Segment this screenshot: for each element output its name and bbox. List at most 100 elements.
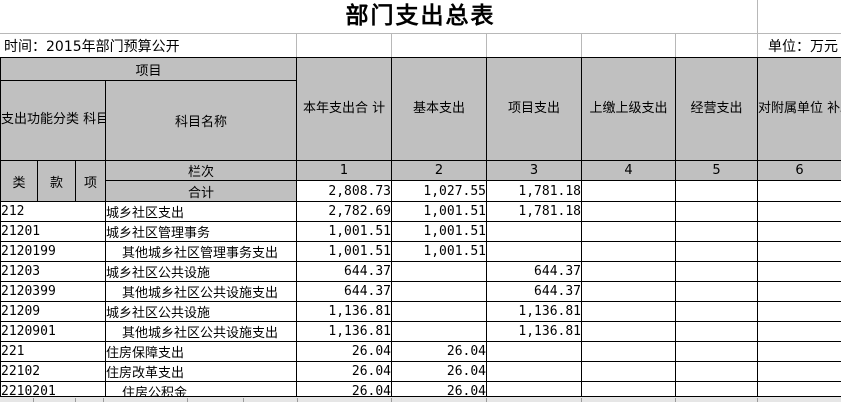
row-value bbox=[675, 221, 759, 242]
row-value: 644.37 bbox=[486, 261, 583, 282]
row-name: 其他城乡社区公共设施支出 bbox=[104, 281, 298, 302]
total-row: 合计 2,808.73 1,027.55 1,781.18 bbox=[1, 180, 841, 202]
row-value bbox=[757, 321, 841, 342]
row-value: 644.37 bbox=[296, 261, 393, 282]
row-value bbox=[581, 241, 677, 262]
gridline bbox=[243, 398, 244, 402]
header-colnum-2: 2 bbox=[391, 160, 488, 181]
row-value bbox=[486, 341, 583, 362]
total-value: 2,808.73 bbox=[296, 180, 393, 202]
row-code: 221 bbox=[0, 341, 106, 362]
row-value: 2,782.69 bbox=[296, 201, 393, 222]
header-colnum-6: 6 bbox=[757, 160, 841, 181]
row-code: 2120399 bbox=[0, 281, 106, 302]
row-value: 1,001.51 bbox=[391, 241, 488, 262]
page-title: 部门支出总表 bbox=[345, 3, 496, 29]
table-row: 221 住房保障支出 26.04 26.04 bbox=[0, 341, 841, 362]
row-value bbox=[581, 201, 677, 222]
row-value bbox=[757, 281, 841, 302]
gridline bbox=[486, 398, 487, 402]
row-value bbox=[675, 301, 759, 322]
row-name: 城乡社区公共设施 bbox=[104, 261, 298, 282]
header-subject-name: 科目名称 bbox=[104, 80, 298, 161]
gridline bbox=[675, 34, 676, 57]
row-value bbox=[581, 341, 677, 362]
header-lanci: 栏次 bbox=[104, 160, 298, 181]
header-row-main: 支出功能分类 科目编码 科目名称 bbox=[0, 80, 841, 161]
meta-row: 时间：2015年部门预算公开 单位：万元 bbox=[0, 34, 841, 57]
row-value bbox=[486, 221, 583, 242]
table-row: 2120399 其他城乡社区公共设施支出 644.37 644.37 bbox=[0, 281, 841, 302]
row-code: 22102 bbox=[0, 361, 106, 382]
total-value bbox=[757, 180, 841, 202]
gridline bbox=[675, 398, 676, 402]
total-value bbox=[675, 180, 759, 202]
row-value bbox=[391, 261, 488, 282]
gridline bbox=[391, 398, 392, 402]
row-value: 26.04 bbox=[296, 361, 393, 382]
row-value: 1,001.51 bbox=[391, 201, 488, 222]
gridline bbox=[187, 398, 188, 402]
total-value: 1,781.18 bbox=[486, 180, 583, 202]
header-colnum-1: 1 bbox=[296, 160, 393, 181]
row-value: 26.04 bbox=[391, 361, 488, 382]
total-value: 1,027.55 bbox=[391, 180, 488, 202]
expenditure-table: 项目 本年支出合 计 基本支出 项目支出 上缴上级支出 经营支出 对附属单位 补… bbox=[0, 57, 841, 402]
row-value bbox=[675, 321, 759, 342]
row-name: 城乡社区公共设施 bbox=[104, 301, 298, 322]
header-colnum-4: 4 bbox=[581, 160, 677, 181]
gridline bbox=[297, 398, 298, 402]
header-col-project-exp: 项目支出 bbox=[486, 57, 583, 161]
row-value bbox=[391, 321, 488, 342]
row-value: 1,001.51 bbox=[296, 221, 393, 242]
row-value: 1,136.81 bbox=[486, 321, 583, 342]
gridline bbox=[757, 34, 758, 57]
table-row: 2120199 其他城乡社区管理事务支出 1,001.51 1,001.51 bbox=[0, 241, 841, 262]
row-value bbox=[675, 241, 759, 262]
row-name: 城乡社区管理事务 bbox=[104, 221, 298, 242]
header-colnum-5: 5 bbox=[675, 160, 759, 181]
row-value bbox=[581, 281, 677, 302]
row-value bbox=[675, 281, 759, 302]
row-value bbox=[391, 281, 488, 302]
row-value bbox=[757, 241, 841, 262]
row-code: 212 bbox=[0, 201, 106, 222]
row-code: 21201 bbox=[0, 221, 106, 242]
table-row: 212 城乡社区支出 2,782.69 1,001.51 1,781.18 bbox=[0, 201, 841, 222]
row-code: 2120901 bbox=[0, 321, 106, 342]
unit-label: 单位：万元 bbox=[768, 39, 838, 55]
row-value bbox=[581, 301, 677, 322]
header-subcol-item: 项 bbox=[75, 160, 106, 202]
header-code-group: 支出功能分类 科目编码 bbox=[0, 80, 106, 161]
row-value bbox=[486, 361, 583, 382]
row-value bbox=[675, 201, 759, 222]
time-label: 时间：2015年部门预算公开 bbox=[4, 39, 180, 55]
row-value bbox=[675, 261, 759, 282]
row-value bbox=[757, 341, 841, 362]
table-row: 2120901 其他城乡社区公共设施支出 1,136.81 1,136.81 bbox=[0, 321, 841, 342]
row-name: 其他城乡社区公共设施支出 bbox=[104, 321, 298, 342]
gridline bbox=[757, 398, 758, 402]
table-row: 22102 住房改革支出 26.04 26.04 bbox=[0, 361, 841, 382]
gridline bbox=[296, 34, 297, 57]
header-row-project: 项目 本年支出合 计 基本支出 项目支出 上缴上级支出 经营支出 对附属单位 补… bbox=[0, 57, 841, 161]
gridline bbox=[581, 398, 582, 402]
row-value: 1,136.81 bbox=[296, 301, 393, 322]
header-subcol-class: 类 bbox=[0, 160, 38, 202]
row-value: 644.37 bbox=[486, 281, 583, 302]
header-col-basic: 基本支出 bbox=[391, 57, 488, 161]
row-value: 1,136.81 bbox=[296, 321, 393, 342]
row-value bbox=[757, 221, 841, 242]
header-col-operating: 经营支出 bbox=[675, 57, 759, 161]
gridline bbox=[33, 398, 34, 402]
next-row-partial-strip bbox=[0, 396, 841, 402]
row-value bbox=[675, 361, 759, 382]
header-row-lanci: 类 款 项 栏次 1 2 3 4 5 6 bbox=[0, 160, 841, 202]
row-value bbox=[757, 361, 841, 382]
row-value bbox=[581, 321, 677, 342]
title-row: 部门支出总表 bbox=[0, 0, 841, 34]
row-value: 1,781.18 bbox=[486, 201, 583, 222]
gridline bbox=[486, 34, 487, 57]
header-col-subsidy: 对附属单位 补助支出 bbox=[757, 57, 841, 161]
